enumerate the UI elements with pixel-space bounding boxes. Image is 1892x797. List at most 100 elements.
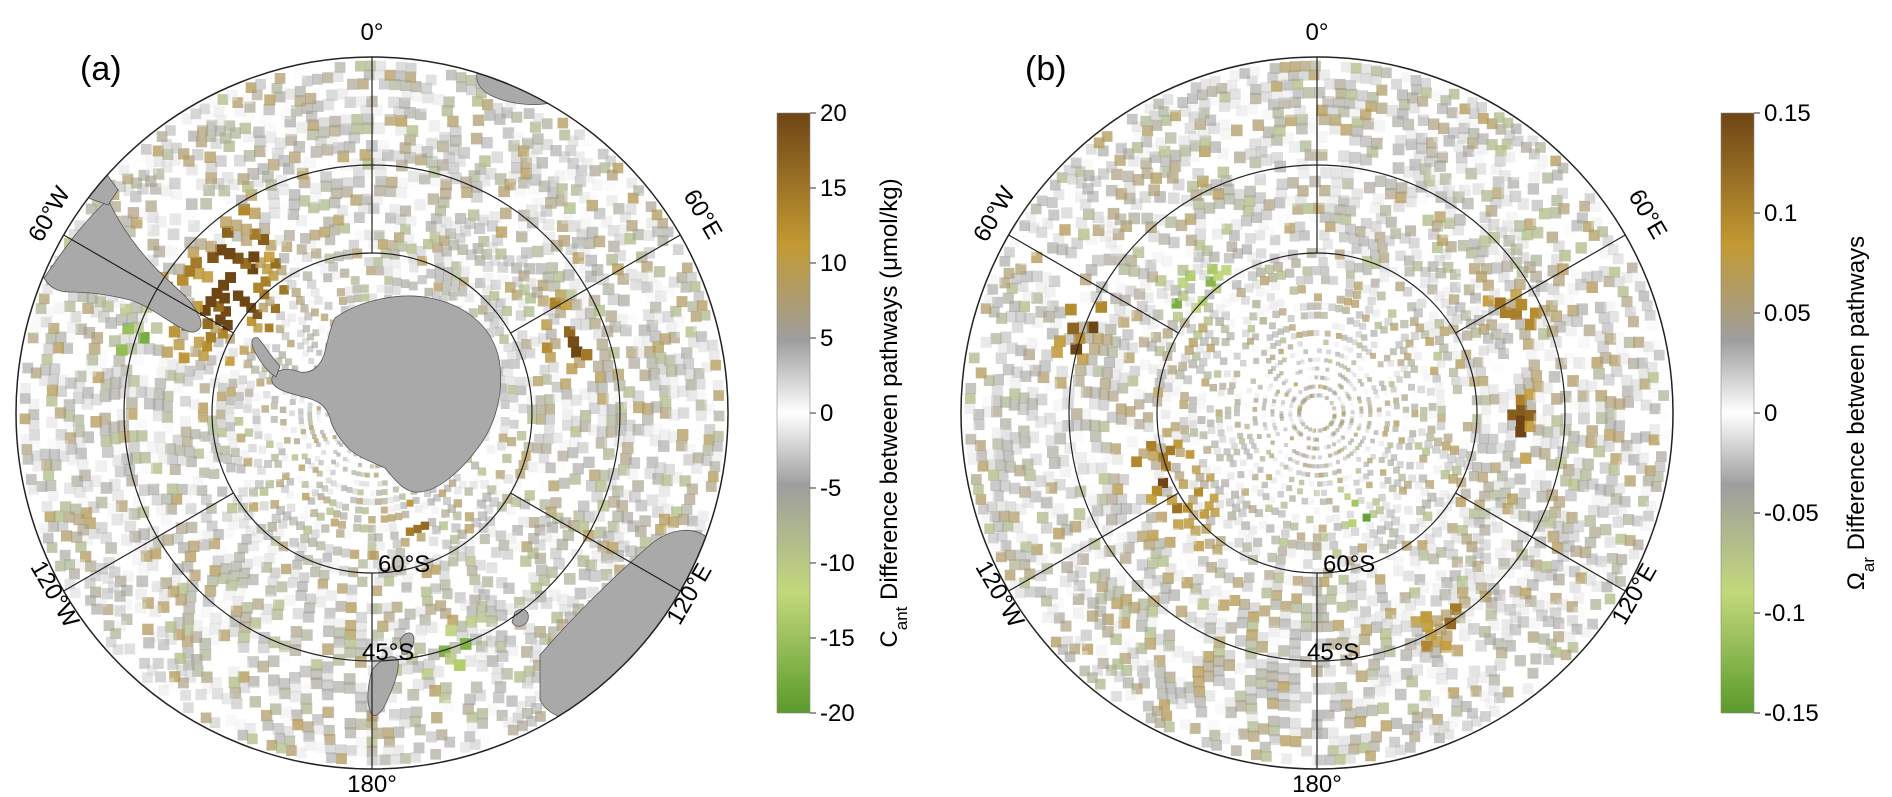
- data-cell: [523, 306, 535, 317]
- data-cell: [534, 433, 545, 444]
- data-cell: [1344, 493, 1351, 500]
- data-cell: [54, 407, 67, 419]
- data-cell: [685, 379, 697, 391]
- data-cell: [439, 295, 448, 305]
- data-cell: [270, 402, 278, 410]
- meridian-120w: [63, 492, 234, 592]
- data-cell: [1457, 525, 1468, 536]
- data-cell: [685, 326, 697, 338]
- data-cell: [1401, 610, 1414, 622]
- data-cell: [158, 356, 171, 369]
- data-cell: [30, 322, 41, 334]
- data-cell: [420, 586, 432, 598]
- data-cell: [1335, 304, 1343, 313]
- data-cell: [1337, 477, 1343, 484]
- data-cell: [1140, 279, 1152, 291]
- data-cell: [1486, 319, 1498, 331]
- data-cell: [184, 550, 197, 563]
- data-cell: [324, 607, 336, 619]
- data-cell: [478, 236, 490, 248]
- data-cell: [1550, 336, 1562, 348]
- data-cell: [573, 151, 585, 163]
- data-cell: [1175, 605, 1188, 618]
- data-cell: [203, 184, 215, 197]
- data-cell: [1332, 549, 1342, 559]
- data-cell: [182, 647, 194, 659]
- data-cell: [551, 611, 563, 624]
- data-cell: [1341, 410, 1346, 415]
- data-cell: [632, 423, 645, 436]
- data-cell: [205, 172, 217, 184]
- data-cell: [1266, 670, 1279, 683]
- data-cell: [350, 276, 360, 285]
- data-cell: [1374, 393, 1380, 399]
- data-cell: [272, 290, 282, 301]
- data-cell: [486, 220, 499, 232]
- data-cell: [1435, 267, 1447, 279]
- data-cell: [498, 433, 508, 443]
- data-cell: [1151, 575, 1164, 587]
- data-cell: [606, 195, 618, 207]
- data-cell: [1349, 608, 1361, 620]
- data-cell: [331, 178, 343, 190]
- data-cell: [1363, 473, 1369, 480]
- data-cell: [464, 655, 477, 668]
- data-cell: [321, 485, 329, 492]
- data-cell: [207, 251, 219, 263]
- data-cell: [572, 252, 585, 264]
- data-cell: [465, 616, 478, 628]
- data-cell: [1374, 321, 1383, 330]
- data-cell: [267, 158, 280, 171]
- data-cell: [333, 636, 345, 648]
- data-cell: [1072, 430, 1084, 442]
- data-cell: [289, 516, 298, 526]
- data-cell: [285, 134, 298, 146]
- data-cell: [338, 520, 346, 529]
- data-cell: [1268, 496, 1276, 504]
- data-cell: [1111, 483, 1124, 495]
- data-cell: [655, 524, 667, 536]
- data-cell: [266, 440, 274, 448]
- data-cell: [219, 373, 230, 384]
- data-cell: [657, 218, 669, 229]
- data-cell: [1333, 341, 1339, 348]
- data-cell: [1340, 213, 1352, 225]
- data-cell: [289, 568, 301, 579]
- data-cell: [1445, 417, 1455, 426]
- data-cell: [1451, 556, 1463, 568]
- data-cell: [1397, 359, 1405, 367]
- data-cell: [109, 432, 121, 445]
- data-cell: [417, 275, 427, 285]
- data-cell: [205, 459, 217, 470]
- data-cell: [424, 287, 434, 297]
- data-cell: [183, 601, 196, 614]
- data-cell: [339, 123, 352, 136]
- data-cell: [1146, 341, 1158, 352]
- data-cell: [123, 464, 136, 476]
- data-cell: [265, 239, 277, 251]
- data-cell: [392, 539, 402, 549]
- data-cell: [484, 109, 496, 121]
- data-cell: [587, 586, 599, 599]
- data-cell: [470, 180, 483, 193]
- data-cell: [335, 744, 347, 756]
- data-cell: [1304, 454, 1309, 459]
- data-cell: [373, 122, 385, 135]
- data-cell: [377, 718, 389, 730]
- data-cell: [1063, 333, 1076, 345]
- data-cell: [420, 100, 432, 112]
- data-cell: [607, 293, 620, 306]
- data-cell: [306, 485, 314, 493]
- data-cell: [1160, 409, 1171, 420]
- data-cell: [1436, 389, 1445, 399]
- data-cell: [677, 429, 689, 441]
- data-cell: [1409, 455, 1417, 463]
- data-cell: [1486, 342, 1498, 354]
- data-cell: [329, 115, 341, 128]
- data-cell: [1300, 611, 1312, 623]
- data-cell: [47, 373, 59, 386]
- data-cell: [652, 226, 663, 238]
- data-cell: [1283, 464, 1289, 470]
- data-cell: [239, 567, 251, 579]
- data-cell: [397, 241, 408, 252]
